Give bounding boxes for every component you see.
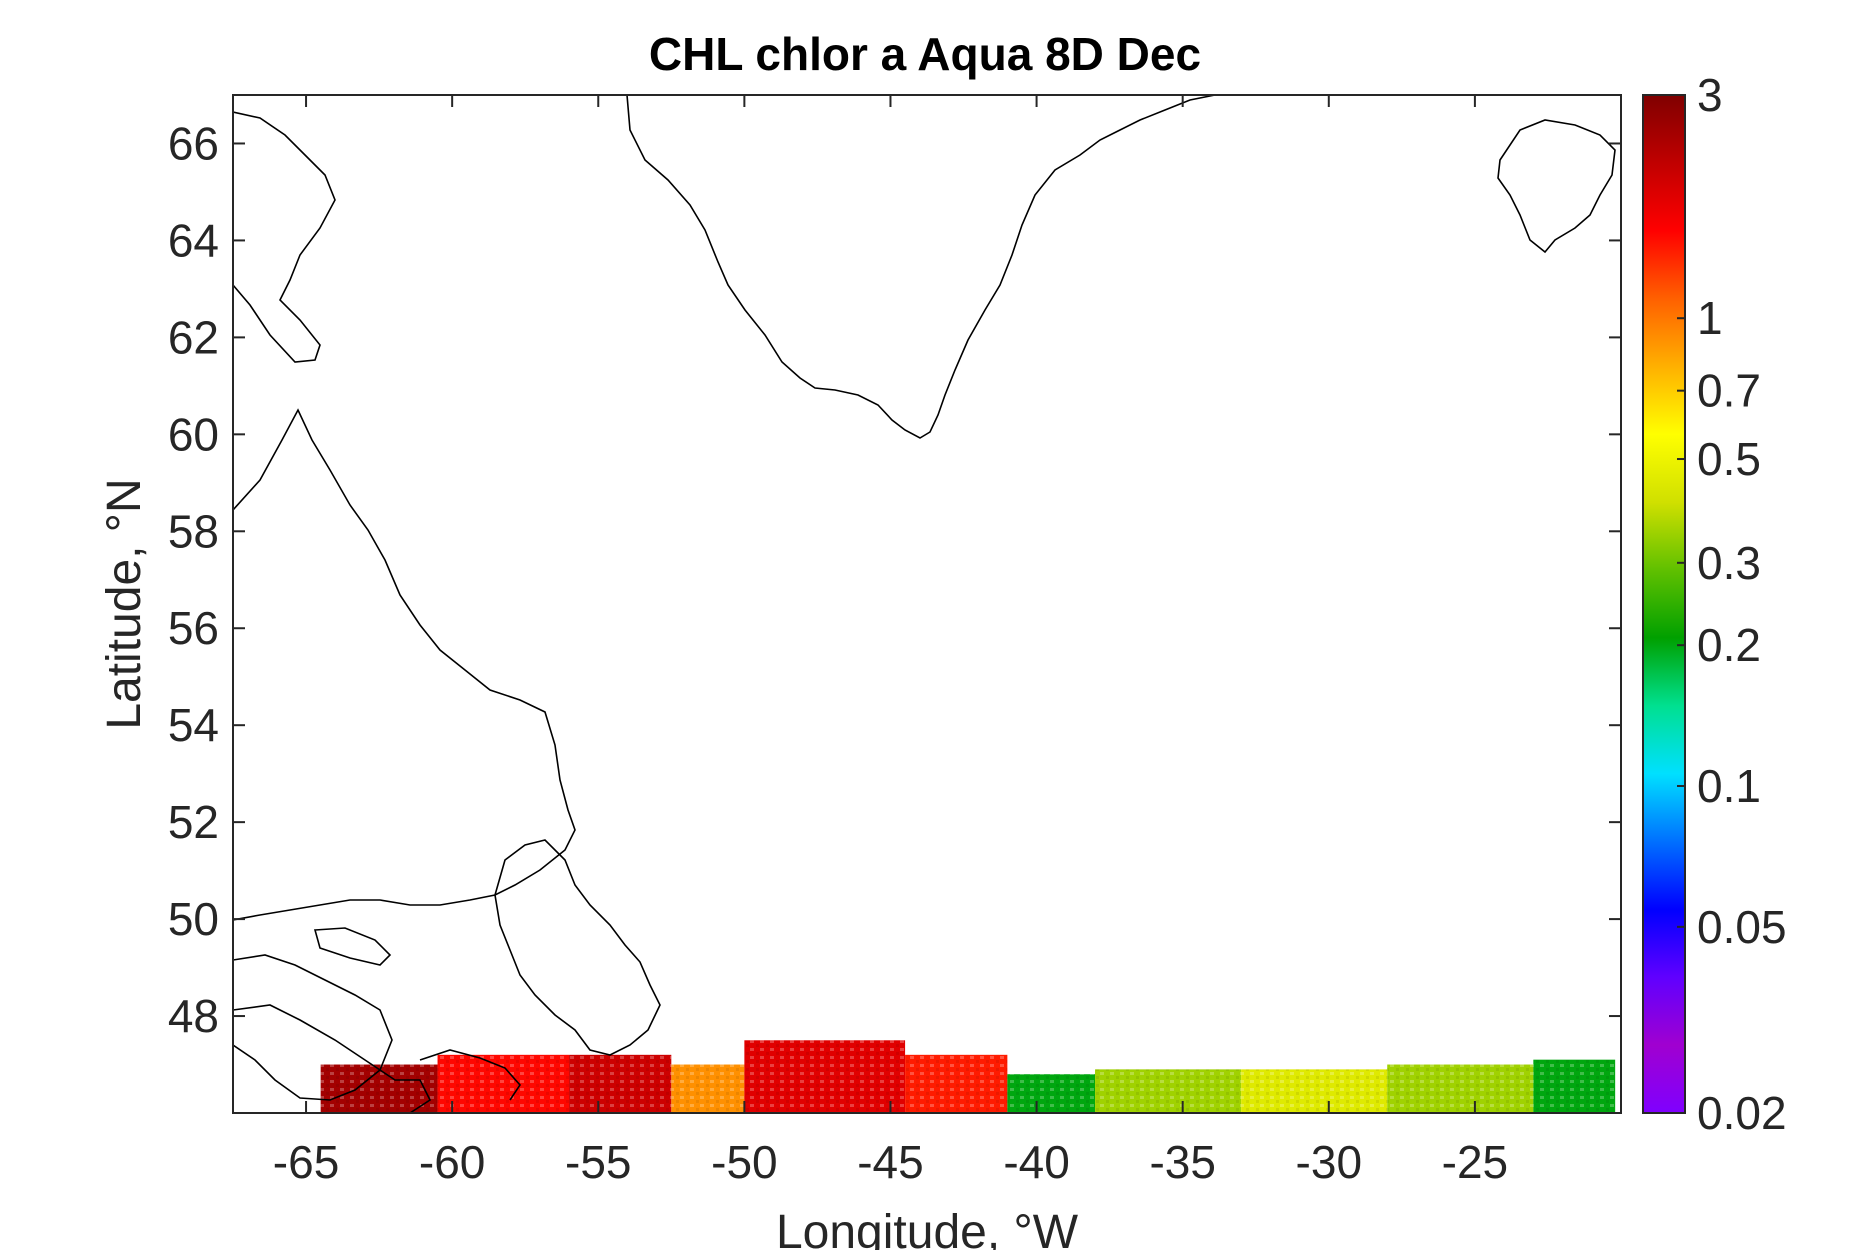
- colorbar-tick-label: 0.05: [1697, 901, 1787, 953]
- x-tick-label: -40: [1003, 1136, 1069, 1188]
- chl-data-texture: [569, 1054, 672, 1113]
- chl-data-texture: [320, 1064, 438, 1113]
- x-axis-ticks: -65 -60 -55 -50 -45 -40 -35 -30 -25: [273, 95, 1508, 1188]
- x-tick-label: -45: [857, 1136, 923, 1188]
- y-tick-label: 66: [168, 117, 219, 169]
- coastline-newfoundland: [494, 839, 661, 1056]
- coastline-maritimes: [419, 1049, 522, 1101]
- colorbar-tick-label: 0.02: [1697, 1087, 1787, 1139]
- colorbar-tick-label: 3: [1697, 69, 1723, 121]
- coastline-labrador: [233, 408, 576, 921]
- x-tick-label: -50: [711, 1136, 777, 1188]
- chl-data-texture: [1007, 1074, 1096, 1113]
- chl-data-texture: [1095, 1069, 1242, 1113]
- y-tick-label: 58: [168, 505, 219, 557]
- coastline-layer: [233, 95, 1616, 1113]
- colorbar-tick-label: 0.3: [1697, 537, 1761, 589]
- colorbar: 3 1 0.7 0.5 0.3 0.2 0.1 0.05 0.02: [1642, 69, 1787, 1139]
- colorbar-tick-label: 0.2: [1697, 619, 1761, 671]
- map-axes: -65 -60 -55 -50 -45 -40 -35 -30 -25 48 50 52 54 56 58…: [98, 94, 1622, 1250]
- x-tick-label: -65: [273, 1136, 339, 1188]
- colorbar-ticks: 3 1 0.7 0.5 0.3 0.2 0.1 0.05 0.02: [1677, 69, 1787, 1139]
- coastline-baffin: [233, 111, 336, 363]
- y-tick-label: 48: [168, 990, 219, 1042]
- coastline-iceland: [1497, 119, 1616, 254]
- colorbar-tick-label: 0.7: [1697, 365, 1761, 417]
- x-axis-label: Longitude, °W: [776, 1206, 1079, 1250]
- colorbar-tick-label: 0.1: [1697, 760, 1761, 812]
- y-tick-label: 62: [168, 311, 219, 363]
- chl-data-texture: [905, 1054, 1008, 1113]
- y-tick-label: 50: [168, 893, 219, 945]
- chl-data-texture: [1241, 1069, 1388, 1113]
- y-tick-label: 64: [168, 214, 219, 266]
- x-tick-label: -60: [419, 1136, 485, 1188]
- coastline-greenland: [626, 95, 1216, 439]
- y-tick-label: 52: [168, 796, 219, 848]
- y-tick-label: 54: [168, 699, 219, 751]
- coastline-nova-scotia: [233, 1004, 432, 1113]
- x-tick-label: -25: [1442, 1136, 1508, 1188]
- colorbar-tick-label: 0.5: [1697, 433, 1761, 485]
- chart-title: CHL chlor a Aqua 8D Dec: [649, 28, 1201, 80]
- y-tick-label: 60: [168, 408, 219, 460]
- chl-data-texture: [437, 1054, 570, 1113]
- chl-data-texture: [1387, 1064, 1534, 1113]
- y-axis-ticks: 48 50 52 54 56 58 60 62 64 66: [168, 117, 1621, 1042]
- chl-data-texture: [671, 1064, 745, 1113]
- x-tick-label: -55: [565, 1136, 631, 1188]
- chlorophyll-data-layer: [320, 1040, 1616, 1113]
- y-tick-label: 56: [168, 602, 219, 654]
- chl-data-texture: [1533, 1059, 1616, 1113]
- colorbar-gradient: [1642, 94, 1686, 1114]
- x-tick-label: -35: [1149, 1136, 1215, 1188]
- coastline-gulf-st-lawrence: [233, 954, 393, 1101]
- x-tick-label: -30: [1296, 1136, 1362, 1188]
- chl-data-texture: [744, 1040, 906, 1113]
- coastline-anticosti: [313, 927, 392, 966]
- plot-frame: [232, 94, 1622, 1114]
- colorbar-tick-label: 1: [1697, 292, 1723, 344]
- y-axis-label: Latitude, °N: [98, 478, 151, 729]
